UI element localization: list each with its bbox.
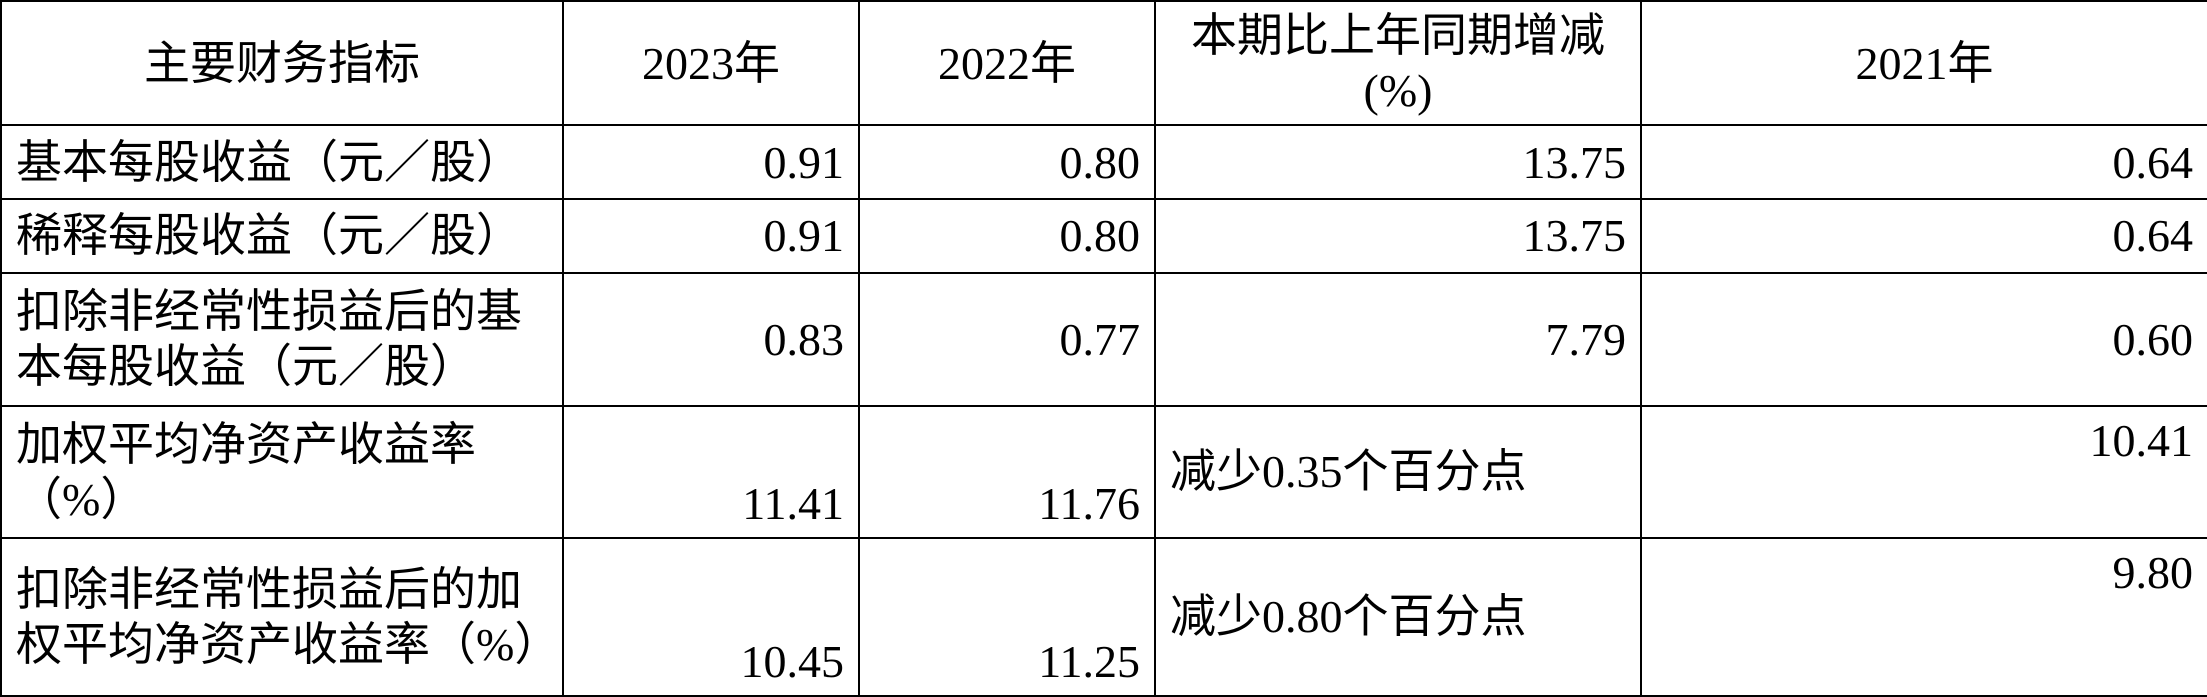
value-2021: 0.64 [1641, 125, 2207, 199]
table-row: 基本每股收益（元／股）0.910.8013.750.64 [1, 125, 2207, 199]
value-2021: 0.60 [1641, 273, 2207, 406]
table-row: 扣除非经常性损益后的基本每股收益（元／股）0.830.777.790.60 [1, 273, 2207, 406]
col-header-2021: 2021年 [1641, 1, 2207, 125]
table-body: 基本每股收益（元／股）0.910.8013.750.64稀释每股收益（元／股）0… [1, 125, 2207, 696]
value-change: 减少0.80个百分点 [1155, 538, 1641, 696]
table-row: 扣除非经常性损益后的加权平均净资产收益率（%）10.4511.25减少0.80个… [1, 538, 2207, 696]
value-2022: 0.77 [859, 273, 1155, 406]
financial-metrics-table: 主要财务指标 2023年 2022年 本期比上年同期增减(%) 2021年 基本… [0, 0, 2207, 697]
metric-label: 基本每股收益（元／股） [1, 125, 563, 199]
metric-label: 加权平均净资产收益率（%） [1, 406, 563, 539]
value-2021: 9.80 [1641, 538, 2207, 696]
value-2023: 0.91 [563, 199, 859, 273]
value-2021: 0.64 [1641, 199, 2207, 273]
value-2023: 0.83 [563, 273, 859, 406]
value-change: 减少0.35个百分点 [1155, 406, 1641, 539]
value-2022: 0.80 [859, 199, 1155, 273]
col-header-2022: 2022年 [859, 1, 1155, 125]
value-2023: 0.91 [563, 125, 859, 199]
value-2022: 0.80 [859, 125, 1155, 199]
metric-label: 扣除非经常性损益后的基本每股收益（元／股） [1, 273, 563, 406]
value-change: 13.75 [1155, 199, 1641, 273]
value-change: 7.79 [1155, 273, 1641, 406]
metric-label: 扣除非经常性损益后的加权平均净资产收益率（%） [1, 538, 563, 696]
value-2021: 10.41 [1641, 406, 2207, 539]
table-header-row: 主要财务指标 2023年 2022年 本期比上年同期增减(%) 2021年 [1, 1, 2207, 125]
value-change: 13.75 [1155, 125, 1641, 199]
value-2022: 11.25 [859, 538, 1155, 696]
col-header-change: 本期比上年同期增减(%) [1155, 1, 1641, 125]
table-row: 稀释每股收益（元／股）0.910.8013.750.64 [1, 199, 2207, 273]
value-2022: 11.76 [859, 406, 1155, 539]
col-header-metric: 主要财务指标 [1, 1, 563, 125]
metric-label: 稀释每股收益（元／股） [1, 199, 563, 273]
value-2023: 11.41 [563, 406, 859, 539]
col-header-2023: 2023年 [563, 1, 859, 125]
value-2023: 10.45 [563, 538, 859, 696]
table-row: 加权平均净资产收益率（%）11.4111.76减少0.35个百分点10.41 [1, 406, 2207, 539]
